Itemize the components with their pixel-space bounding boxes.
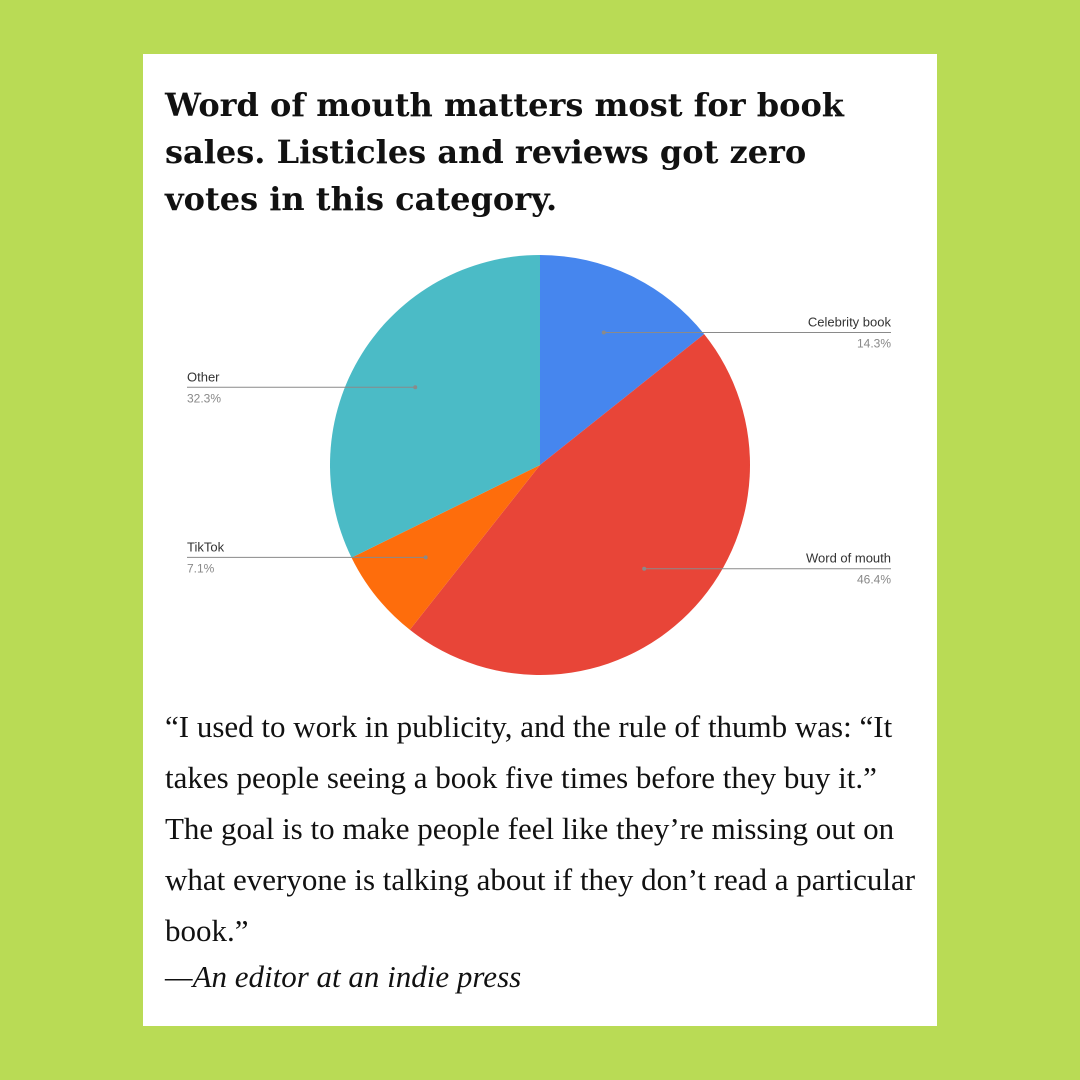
pie-slice-tiktok	[351, 465, 540, 630]
leader-dot-other	[413, 385, 418, 390]
slice-label-celebrity-book: Celebrity book	[808, 315, 892, 330]
slice-percent-word-of-mouth: 46.4%	[857, 573, 891, 587]
slice-percent-other: 32.3%	[187, 391, 221, 405]
slice-label-tiktok: TikTok	[187, 539, 225, 554]
leader-dot-tiktok	[423, 555, 428, 560]
slice-percent-celebrity-book: 14.3%	[857, 337, 891, 351]
leader-dot-word-of-mouth	[642, 566, 647, 571]
headline: Word of mouth matters most for book sale…	[165, 86, 844, 218]
slice-percent-tiktok: 7.1%	[187, 561, 215, 575]
slice-label-other: Other	[187, 369, 220, 384]
pie-slice-word-of-mouth	[409, 334, 751, 676]
pie-chart: Celebrity book 14.3% Word of mouth 46.4% Tik…	[187, 255, 892, 676]
quote-text: “I used to work in publicity, and the ru…	[165, 709, 916, 948]
pie-slice-celebrity-book	[540, 255, 705, 465]
pie-slice-other	[330, 255, 540, 558]
slice-label-word-of-mouth: Word of mouth	[806, 551, 891, 566]
content-card: Word of mouth matters most for book sale…	[143, 54, 937, 1026]
quote-attribution: —An editor at an indie press	[165, 959, 522, 994]
leader-dot-celebrity-book	[601, 330, 606, 335]
